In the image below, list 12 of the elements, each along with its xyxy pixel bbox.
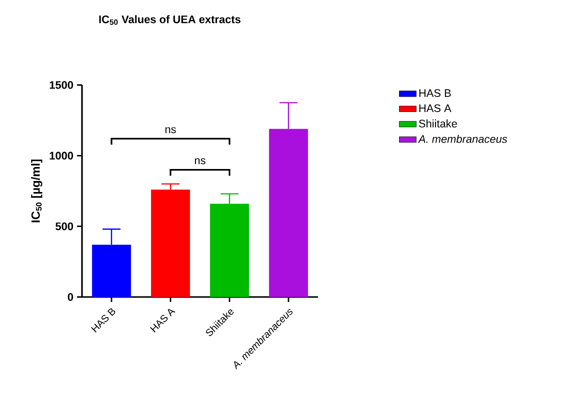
legend-label: Shiitake [418,119,457,128]
annotation: ns [194,158,206,164]
legend-label: HAS B [419,89,451,97]
annotation: ns [165,127,176,134]
chart-title: IC$_{50}$ Values of UEA extracts [99,15,240,25]
y-tick-label: 1500 [50,81,74,89]
y-tick-label: 500 [56,222,74,230]
y-tick-label: 0 [68,293,74,301]
y-axis-title: IC$_{50}$ [µg/ml] [31,160,42,222]
legend-label: HAS A [419,104,452,112]
legend-label: A. membranaceus [418,134,508,143]
y-tick-label: 1000 [50,152,74,160]
